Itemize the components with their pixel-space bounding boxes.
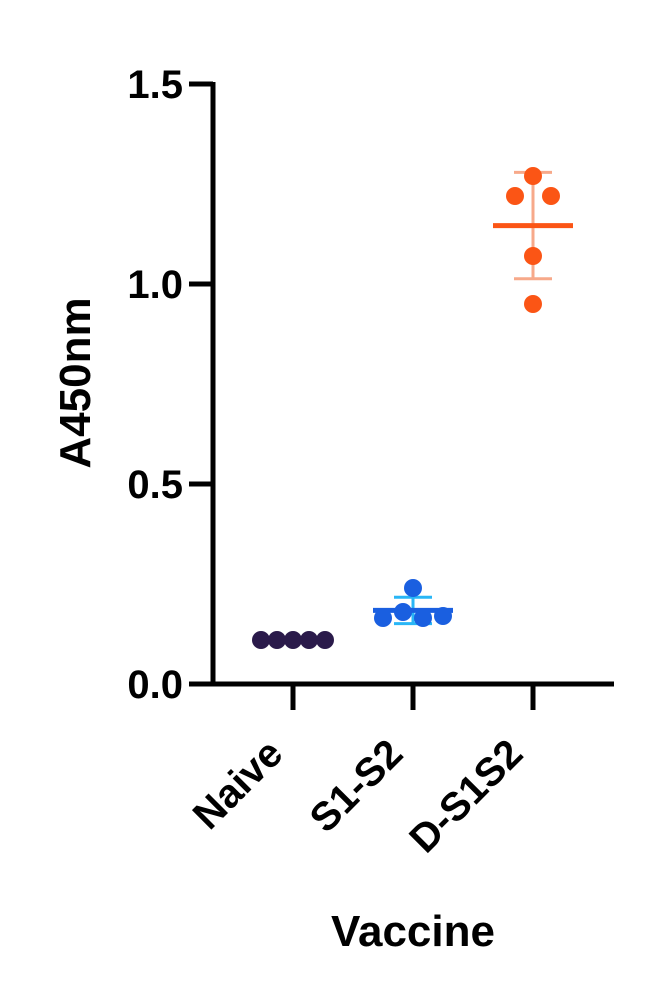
y-tick-label: 1.5 [127, 63, 183, 107]
y-axis-title: A450nm [51, 297, 100, 468]
data-point [542, 187, 560, 205]
x-tick-label: Naive [185, 731, 292, 838]
data-point [506, 187, 524, 205]
data-point [374, 609, 392, 627]
x-tick-label: S1-S2 [302, 731, 412, 841]
data-point [524, 247, 542, 265]
x-axis: Naive S1-S2D-S1S2 [185, 681, 614, 861]
series-Naive [252, 631, 334, 649]
series-D-S1S2 [493, 167, 573, 313]
x-tick-label: D-S1S2 [401, 731, 531, 861]
data-point [524, 295, 542, 313]
data-point [414, 609, 432, 627]
y-axis: 0.0 0.5 1.0 1.5 [127, 63, 216, 707]
x-axis-title: Vaccine [331, 907, 495, 956]
y-tick-label: 0.0 [127, 663, 183, 707]
data-marks [252, 167, 573, 649]
data-point [524, 167, 542, 185]
y-tick-label: 0.5 [127, 463, 183, 507]
data-point [404, 579, 422, 597]
series-S1-S2 [373, 579, 453, 627]
y-tick-label: 1.0 [127, 263, 183, 307]
